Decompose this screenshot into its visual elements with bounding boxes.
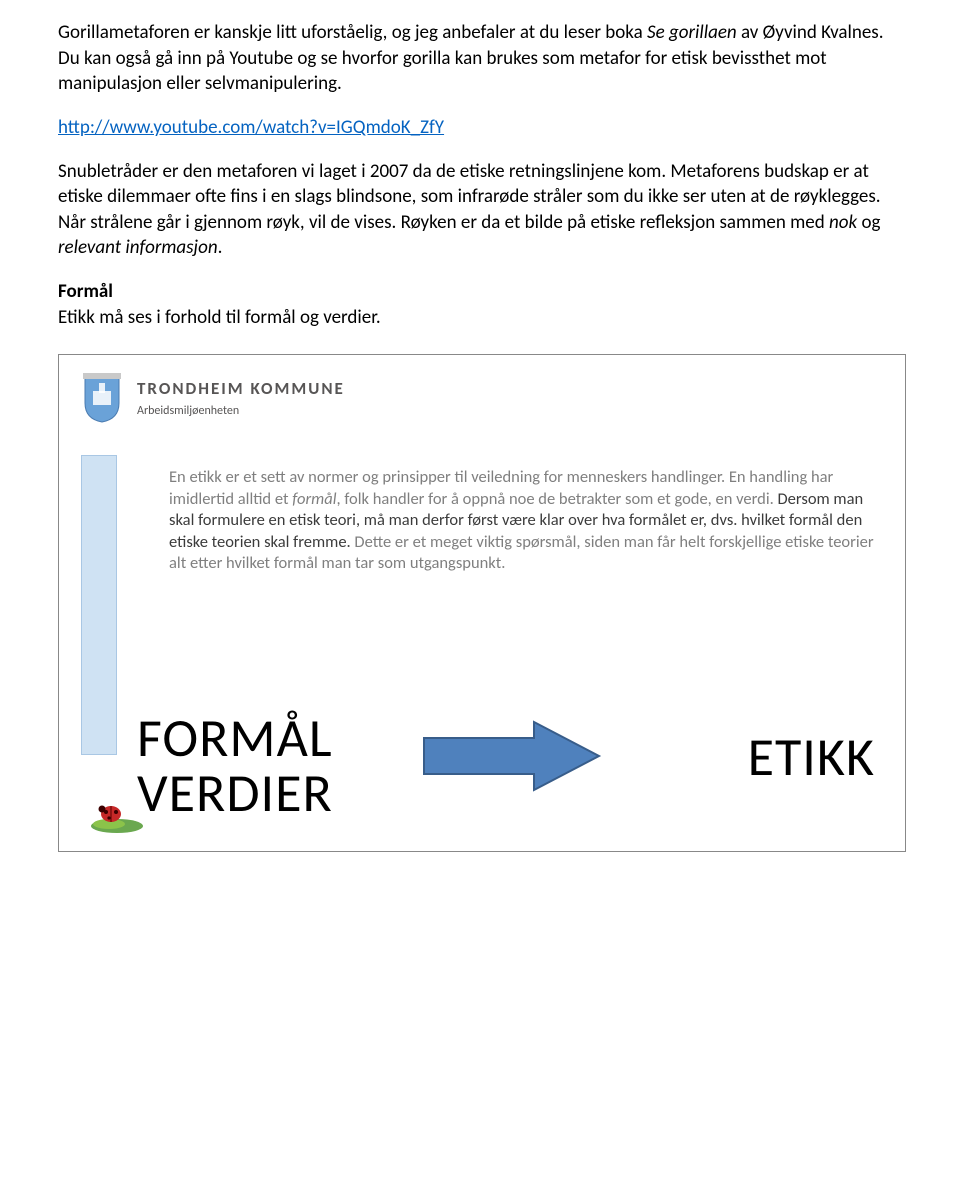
paragraph-2: Snubletråder er den metaforen vi laget i…: [58, 159, 902, 262]
p2-text-a: Snubletråder er den metaforen vi laget i…: [58, 160, 881, 234]
p1-text-a: Gorillametaforen er kanskje litt uforstå…: [58, 21, 647, 44]
formal-block: Formål Etikk må ses i forhold til formål…: [58, 279, 902, 330]
slide-container: TRONDHEIM KOMMUNE Arbeidsmiljøenheten En…: [58, 354, 906, 852]
org-subtitle: Arbeidsmiljøenheten: [137, 403, 345, 419]
word-etikk: ETIKK: [748, 721, 875, 794]
word-formal: FORMÅL: [137, 711, 333, 766]
slide-gray-2: , folk handler for å oppnå noe de betrak…: [337, 489, 778, 509]
slide-body-text: En etikk er et sett av normer og prinsip…: [169, 467, 879, 574]
youtube-link[interactable]: http://www.youtube.com/watch?v=IGQmdoK_Z…: [58, 116, 444, 139]
link-paragraph: http://www.youtube.com/watch?v=IGQmdoK_Z…: [58, 115, 902, 141]
slide-sidebar-rect: [81, 455, 117, 755]
slide-header: TRONDHEIM KOMMUNE Arbeidsmiljøenheten: [59, 355, 905, 431]
p2-text-e: .: [218, 236, 223, 259]
org-name: TRONDHEIM KOMMUNE: [137, 378, 345, 401]
slide-italic-1: formål: [292, 489, 336, 509]
p2-text-b: nok: [829, 211, 857, 234]
arrow-icon: [414, 716, 604, 804]
heading-formal: Formål: [58, 279, 902, 305]
p2-text-c: og: [857, 211, 880, 234]
paragraph-3: Etikk må ses i forhold til formål og ver…: [58, 305, 902, 331]
paragraph-1: Gorillametaforen er kanskje litt uforstå…: [58, 20, 902, 97]
p1-text-b: Se gorillaen: [647, 21, 737, 44]
ladybug-icon: [89, 800, 145, 842]
org-block: TRONDHEIM KOMMUNE Arbeidsmiljøenheten: [137, 378, 345, 419]
p2-text-d: relevant informasjon: [58, 236, 218, 259]
crest-icon: [81, 373, 123, 423]
word-verdier: VERDIER: [137, 766, 333, 821]
big-words-left: FORMÅL VERDIER: [137, 711, 333, 821]
